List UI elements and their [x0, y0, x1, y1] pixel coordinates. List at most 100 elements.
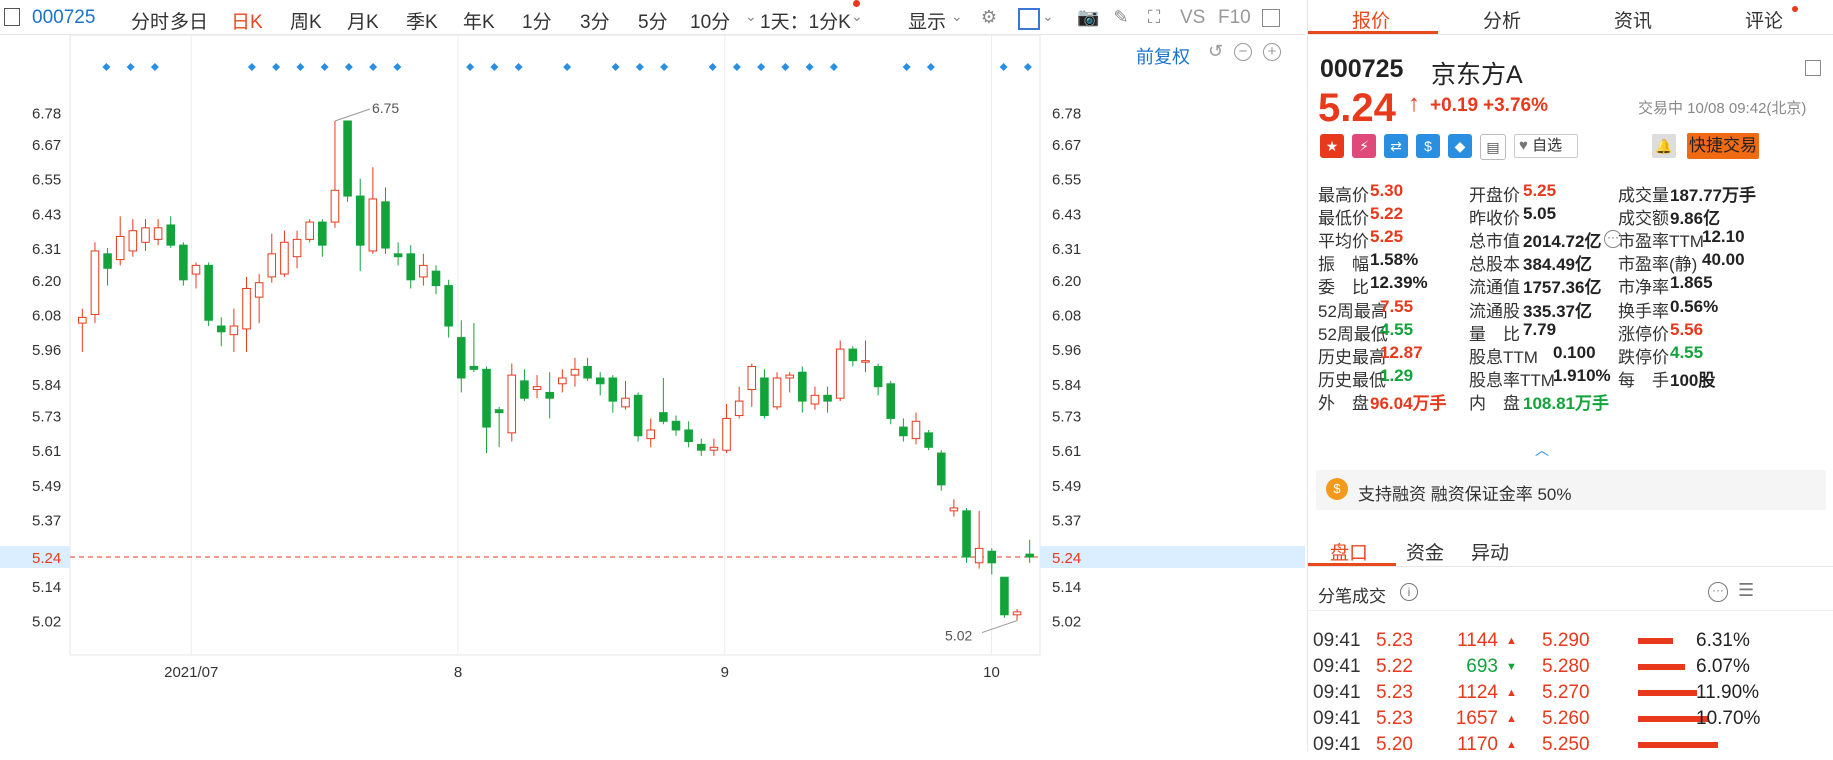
kline-chart-svg[interactable]: 6.78 6.78 6.67 6.67 6.55 6.55 6.43 6.43 6.31 6.31…: [0, 35, 1305, 751]
candle-body: [242, 287, 251, 330]
tab-comments[interactable]: 评论: [1745, 11, 1784, 32]
chevron-down-icon[interactable]: ⌄: [1042, 8, 1054, 24]
tab-anomaly[interactable]: 异动: [1471, 543, 1510, 564]
trade-time: 09:41: [1313, 682, 1361, 703]
panel-toggle-icon[interactable]: [1262, 9, 1280, 27]
tag-icon[interactable]: ◆: [1448, 134, 1472, 158]
list-view-icon[interactable]: [1805, 60, 1821, 76]
price-change-pct: +3.76%: [1483, 95, 1548, 116]
event-marker-icon: [805, 63, 814, 71]
chevron-down-icon[interactable]: ⌄: [745, 8, 757, 24]
bell-icon[interactable]: 🔔: [1652, 134, 1676, 158]
candle-body: [1000, 576, 1009, 616]
period-tab[interactable]: 年K: [463, 12, 495, 33]
event-marker-icon: [635, 63, 644, 71]
y-tick-label-right: 5.84: [1052, 377, 1081, 394]
y-tick-label-left: 6.43: [32, 206, 61, 223]
adjust-mode-button[interactable]: 前复权: [1136, 47, 1190, 67]
period-tab[interactable]: 10分: [690, 12, 731, 33]
chevron-down-icon[interactable]: ⌄: [951, 8, 963, 24]
candle-body: [128, 230, 138, 252]
more-dots-icon[interactable]: ···: [1604, 230, 1622, 248]
period-tab[interactable]: 1分: [522, 12, 552, 33]
y-tick-label-right: 5.61: [1052, 443, 1081, 460]
lightning-icon[interactable]: ⚡: [1352, 134, 1376, 158]
up-triangle-icon: ▲: [1506, 739, 1517, 751]
watchlist-button[interactable]: ♥ 自选: [1514, 134, 1578, 158]
period-tab[interactable]: 3分: [580, 12, 610, 33]
zoom-in-icon[interactable]: +: [1263, 43, 1281, 61]
list-icon[interactable]: ☰: [1738, 580, 1755, 600]
draw-pencil-icon[interactable]: ✎: [1113, 7, 1129, 27]
stat-label: 振 幅: [1318, 255, 1369, 275]
period-tab[interactable]: 多日: [170, 12, 209, 33]
stat-label: 历史最低: [1318, 370, 1386, 390]
vs-compare-button[interactable]: VS: [1180, 7, 1206, 28]
event-marker-icon: [102, 63, 111, 71]
notification-dot: [1792, 6, 1798, 12]
candle-body: [608, 377, 618, 402]
stat-value: 187.77万手: [1670, 186, 1756, 205]
tab-news[interactable]: 资讯: [1614, 11, 1653, 32]
camera-icon[interactable]: 📷: [1077, 7, 1100, 27]
depth-bar: [1638, 638, 1673, 644]
candle-body: [949, 507, 959, 512]
candle-body: [166, 224, 176, 246]
stat-value: 108.81万手: [1523, 393, 1609, 413]
depth-pct: 6.31%: [1696, 630, 1750, 651]
undo-icon[interactable]: ↺: [1208, 41, 1224, 61]
event-marker-icon: [902, 63, 911, 71]
candle-body: [684, 429, 693, 443]
period-tab[interactable]: 周K: [290, 12, 322, 33]
candle-body: [90, 250, 100, 315]
depth-pct: 10.70%: [1696, 708, 1761, 729]
shuffle-icon[interactable]: ⇄: [1384, 134, 1408, 158]
tab-analysis[interactable]: 分析: [1483, 11, 1522, 32]
interval-select[interactable]: 1天：1分K: [760, 12, 851, 33]
chart-type-icon[interactable]: [1018, 8, 1040, 30]
tab-funds[interactable]: 资金: [1406, 543, 1445, 564]
info-icon[interactable]: i: [1400, 583, 1418, 601]
event-marker-icon: [732, 63, 741, 71]
current-price-label-right: 5.24: [1052, 550, 1081, 567]
detail-tabs: 盘口 资金 异动: [1308, 532, 1833, 567]
candle-body: [747, 365, 757, 391]
collapse-chevron-icon[interactable]: ︿: [1535, 442, 1549, 458]
zoom-out-icon[interactable]: −: [1234, 43, 1252, 61]
document-icon[interactable]: ▤: [1480, 134, 1506, 160]
stat-label: 成交额: [1618, 209, 1669, 229]
tab-quote[interactable]: 报价: [1352, 11, 1391, 32]
china-flag-icon: ★: [1320, 134, 1344, 158]
candle-body: [78, 316, 87, 324]
settings-gear-icon[interactable]: ⚙: [980, 7, 998, 27]
period-tab[interactable]: 月K: [347, 12, 379, 33]
stat-value: 7.79: [1523, 319, 1557, 339]
quick-trade-button[interactable]: 快捷交易: [1687, 133, 1759, 159]
event-marker-icon: [781, 63, 790, 71]
stock-code: 000725: [1320, 55, 1404, 83]
display-menu[interactable]: 显示: [908, 12, 947, 33]
stat-value: 100股: [1670, 370, 1716, 390]
tab-orderbook[interactable]: 盘口: [1330, 543, 1369, 564]
x-tick-label: 9: [721, 664, 729, 681]
f10-button[interactable]: F10: [1218, 7, 1251, 28]
candle-body: [760, 377, 769, 417]
period-tab[interactable]: 日K: [231, 12, 263, 33]
candle-body: [709, 446, 719, 451]
candle-body: [671, 420, 681, 431]
low-annotation: 5.02: [945, 628, 972, 644]
candle-body: [911, 420, 921, 440]
fullscreen-icon[interactable]: ⛶: [1147, 7, 1161, 27]
stock-code-link[interactable]: 000725: [32, 7, 96, 28]
divider: [1308, 610, 1833, 611]
chevron-down-icon[interactable]: ⌄: [851, 8, 863, 24]
period-tab[interactable]: 5分: [638, 12, 668, 33]
dollar-icon[interactable]: $: [1416, 134, 1440, 158]
kline-chart[interactable]: 6.78 6.78 6.67 6.67 6.55 6.55 6.43 6.43 6.31 6.31…: [0, 35, 1305, 751]
stat-value: 5.05: [1523, 204, 1557, 224]
period-tab[interactable]: 分时: [131, 12, 170, 33]
period-tab[interactable]: 季K: [406, 12, 438, 33]
candle-body: [848, 348, 858, 362]
more-options-icon[interactable]: ···: [1708, 582, 1728, 602]
sidebar-toggle-icon[interactable]: [4, 8, 20, 26]
